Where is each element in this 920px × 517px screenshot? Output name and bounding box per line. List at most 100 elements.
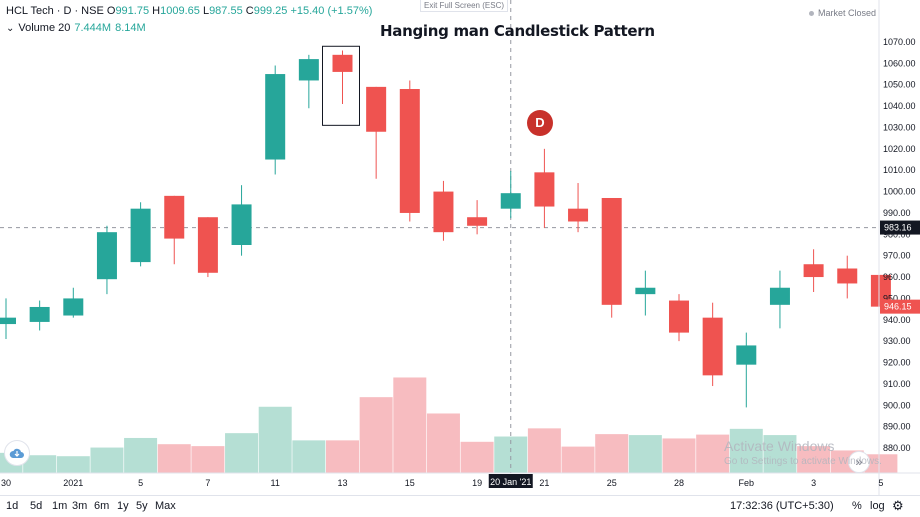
volume-bar — [696, 434, 730, 473]
candle-body — [265, 74, 286, 160]
time-tick-label: 13 — [337, 478, 347, 488]
candle-body — [500, 193, 521, 209]
symbol-name[interactable]: HCL Tech · D · NSE — [6, 5, 104, 17]
range-1y[interactable]: 1y — [117, 500, 129, 512]
collapse-chevron-icon[interactable]: ⌄ — [6, 22, 15, 34]
volume-bar — [56, 456, 90, 473]
range-5d[interactable]: 5d — [30, 500, 43, 512]
price-tick-label: 990.00 — [883, 208, 911, 218]
candle-body — [63, 298, 84, 316]
range-6m[interactable]: 6m — [94, 500, 110, 512]
time-tick-label: 25 — [607, 478, 617, 488]
low-value: 987.55 — [209, 5, 243, 17]
candle-body — [197, 217, 218, 273]
time-tick-label: 28 — [674, 478, 684, 488]
volume-bar — [561, 446, 595, 473]
symbol-legend: HCL Tech · D · NSE O991.75 H1009.65 L987… — [6, 5, 373, 17]
volume-bar — [426, 413, 460, 473]
open-value: 991.75 — [115, 5, 150, 17]
price-tick-label: 1030.00 — [883, 122, 916, 132]
volume-bar — [662, 438, 696, 473]
time-tick-label: 7 — [205, 478, 210, 488]
volume-bar — [628, 435, 662, 473]
price-tick-label: 960.00 — [883, 272, 911, 282]
candle-body — [601, 197, 622, 305]
candle-body — [769, 287, 790, 305]
change-value: +15.40 (+1.57%) — [290, 5, 373, 17]
time-tick-label: 3 — [811, 478, 816, 488]
volume-bar — [393, 377, 427, 473]
time-tick-label: 2021 — [63, 478, 83, 488]
candle-body — [467, 217, 488, 226]
volume-bar — [90, 447, 124, 473]
price-chart[interactable]: 880.00 890.00 900.00 910.00 920.00 930.00 940.… — [0, 0, 920, 495]
volume-indicator-name[interactable]: Volume 20 — [18, 22, 71, 34]
time-tick-label: 19 — [472, 478, 482, 488]
candle-body — [568, 208, 589, 222]
price-tick-label: 920.00 — [883, 358, 911, 368]
volume-bar — [864, 454, 898, 473]
price-tick-label: 930.00 — [883, 336, 911, 346]
range-3m[interactable]: 3m — [72, 500, 88, 512]
volume-bar — [460, 441, 494, 473]
clock[interactable]: 17:32:36 (UTC+5:30) — [730, 500, 834, 512]
time-tick-label: 5 — [138, 478, 143, 488]
crosshair-price-label: 983.16 — [884, 223, 912, 233]
log-toggle[interactable]: log — [870, 500, 885, 512]
volume-bar — [157, 444, 191, 473]
price-tick-label: 890.00 — [883, 422, 911, 432]
status-dot-icon — [808, 11, 814, 17]
price-tick-label: 1010.00 — [883, 165, 916, 175]
high-value: 1009.65 — [160, 5, 200, 17]
time-tick-label: 5 — [878, 478, 883, 488]
percent-toggle[interactable]: % — [852, 500, 862, 512]
candle-body — [534, 172, 555, 207]
scroll-to-realtime-icon[interactable]: » — [848, 451, 870, 473]
range-1d[interactable]: 1d — [6, 500, 19, 512]
volume-bar — [797, 446, 831, 473]
range-max[interactable]: Max — [155, 500, 176, 512]
candle-body — [0, 317, 16, 325]
chart-background — [0, 0, 920, 495]
time-tick-label: 21 — [539, 478, 549, 488]
volume-bar — [124, 437, 158, 473]
crosshair-date-badge — [488, 474, 533, 488]
last-price-badge — [880, 299, 920, 314]
watermark-subtitle: Go to Settings to activate Windows. — [724, 456, 882, 467]
volume-bar — [191, 446, 225, 473]
volume-bar — [23, 455, 57, 473]
price-tick-label: 910.00 — [883, 379, 911, 389]
range-5y[interactable]: 5y — [136, 500, 148, 512]
volume-bar — [527, 428, 561, 473]
volume-bar — [225, 433, 259, 473]
settings-gear-icon[interactable]: ⚙ — [892, 498, 904, 513]
candle-body — [231, 204, 252, 245]
volume-ma-value: 8.14M — [115, 22, 146, 34]
range-1m[interactable]: 1m — [52, 500, 68, 512]
crosshair-price-badge — [880, 220, 920, 235]
time-tick-label: Feb — [739, 478, 755, 488]
last-price-label: 946.15 — [884, 302, 912, 312]
candle-body — [298, 59, 319, 81]
volume-bar — [729, 428, 763, 473]
candle-body — [29, 306, 50, 322]
candle-body — [702, 317, 723, 376]
close-value: 999.25 — [253, 5, 288, 17]
volume-bar — [326, 440, 359, 473]
candle-body — [736, 345, 757, 365]
price-tick-label: 1040.00 — [883, 101, 916, 111]
time-tick-label: 15 — [405, 478, 415, 488]
price-tick-label: 1070.00 — [883, 37, 916, 47]
candle-body — [635, 287, 656, 295]
candle-body — [164, 195, 185, 239]
volume-value: 7.444M — [74, 22, 112, 34]
price-tick-label: 900.00 — [883, 400, 911, 410]
exit-fullscreen-button[interactable]: Exit Full Screen (ESC) — [420, 0, 508, 12]
volume-bar — [595, 434, 629, 473]
candle-body — [332, 54, 353, 72]
volume-bar — [763, 435, 797, 473]
time-tick-label: 11 — [271, 478, 280, 488]
dividend-event-marker[interactable]: D — [527, 110, 553, 136]
candle-body — [366, 86, 387, 132]
cloud-icon[interactable] — [4, 440, 30, 466]
